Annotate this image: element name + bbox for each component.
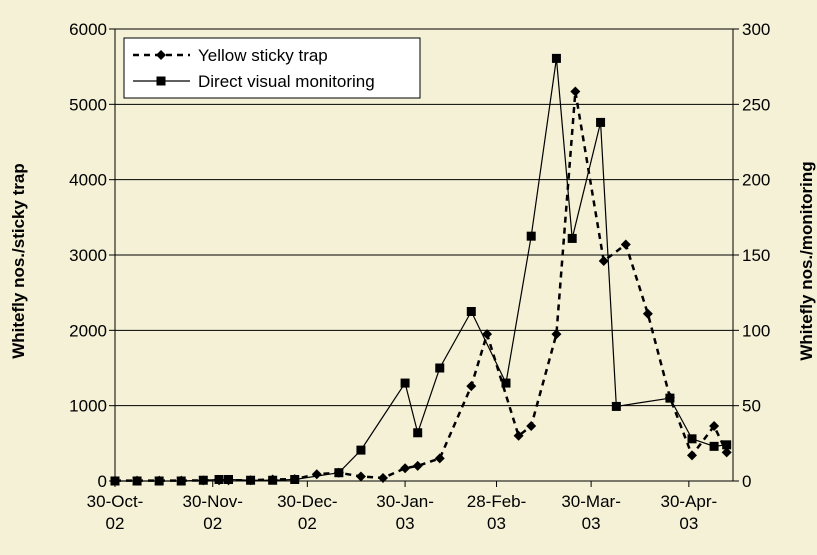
legend: Yellow sticky trap Direct visual monitori… [123, 37, 421, 99]
data-point [482, 329, 493, 340]
data-point [570, 86, 581, 97]
data-point [334, 468, 344, 478]
y-axis-title-right: Whitefly nos./monitoring [797, 161, 816, 360]
y-tick-label-left: 4000 [69, 171, 107, 190]
y-tick-label-left: 0 [98, 472, 107, 491]
series-2 [110, 53, 732, 486]
x-tick-label-line2: 03 [396, 514, 415, 533]
y-axis-title-left: Whitefly nos./sticky trap [9, 163, 28, 359]
y-tick-label-left: 1000 [69, 397, 107, 416]
x-tick-label-line1: 30-Mar- [561, 492, 621, 511]
data-point [598, 256, 609, 267]
data-point [400, 378, 410, 388]
x-tick-label: 28-Feb- 03 [467, 492, 527, 533]
data-point [722, 440, 732, 450]
y-tick-label-right: 200 [742, 171, 770, 190]
data-point [434, 453, 445, 464]
legend-box [123, 37, 421, 99]
x-tick-label-line1: 30-Dec- [277, 492, 337, 511]
data-point [709, 421, 720, 432]
x-tick-label-line1: 30-Oct- [87, 492, 144, 511]
legend-label: Yellow sticky trap [198, 46, 328, 65]
data-point [356, 445, 366, 455]
data-point [526, 421, 537, 432]
data-point [567, 233, 577, 243]
data-point [198, 475, 208, 485]
data-point [214, 474, 224, 484]
data-point [355, 471, 366, 482]
data-point [413, 428, 423, 438]
y-tick-label-right: 150 [742, 246, 770, 265]
data-point [687, 434, 697, 444]
data-point [642, 308, 653, 319]
data-point [620, 239, 631, 250]
data-point [154, 476, 164, 486]
y-tick-label-right: 250 [742, 95, 770, 114]
y-tick-label-right: 0 [742, 472, 751, 491]
x-tick-label: 30-Oct- 02 [87, 492, 144, 533]
data-point [311, 469, 322, 480]
y-tick-label-left: 6000 [69, 20, 107, 39]
y-tick-label-right: 100 [742, 321, 770, 340]
y-tick-label-left: 3000 [69, 246, 107, 265]
data-point [513, 430, 524, 441]
data-point [466, 307, 476, 316]
data-point [501, 378, 511, 388]
data-point [435, 363, 445, 373]
data-point [526, 231, 536, 241]
y-tick-label-right: 50 [742, 397, 761, 416]
data-point [400, 463, 411, 474]
legend-item: Direct visual monitoring [133, 72, 375, 91]
x-tick-label-line1: 30-Jan- [376, 492, 434, 511]
x-tick-label-line2: 02 [203, 514, 222, 533]
data-point [665, 393, 675, 403]
data-point [132, 476, 142, 486]
data-point [224, 474, 234, 484]
legend-items: Yellow sticky trap Direct visual monitori… [133, 46, 375, 91]
data-point [709, 441, 719, 451]
data-point [611, 401, 621, 411]
x-tick-label-line1: 28-Feb- [467, 492, 527, 511]
data-point [268, 475, 278, 485]
axis-ticks: 0 1000 2000 3000 4000 5000 6000 0 50 100 150 200 250… [69, 20, 770, 533]
x-tick-label: 30-Apr- 03 [661, 492, 718, 533]
data-point [110, 476, 120, 486]
y-tick-label-left: 5000 [69, 95, 107, 114]
y-tick-label-left: 2000 [69, 321, 107, 340]
legend-marker [156, 50, 166, 60]
y-tick-label-right: 300 [742, 20, 770, 39]
x-tick-label-line2: 02 [298, 514, 317, 533]
x-tick-label-line2: 03 [582, 514, 601, 533]
data-point [596, 117, 606, 127]
series [110, 53, 732, 486]
x-tick-label: 30-Dec- 02 [277, 492, 337, 533]
x-tick-label-line1: 30-Nov- [183, 492, 243, 511]
data-point [721, 447, 732, 458]
legend-marker [156, 76, 166, 86]
x-tick-label: 30-Jan- 03 [376, 492, 434, 533]
data-point [551, 329, 562, 340]
x-tick-label-line2: 03 [679, 514, 698, 533]
data-point [176, 476, 186, 486]
data-point [466, 381, 477, 392]
legend-label: Direct visual monitoring [198, 72, 375, 91]
x-tick-label: 30-Mar- 03 [561, 492, 621, 533]
data-point [412, 460, 423, 471]
x-tick-label-line2: 03 [487, 514, 506, 533]
data-point [378, 472, 389, 483]
data-point [551, 53, 561, 63]
series-1 [110, 86, 732, 486]
x-tick-label-line1: 30-Apr- [661, 492, 718, 511]
gridlines [115, 103, 733, 407]
x-tick-label-line2: 02 [106, 514, 125, 533]
x-tick-label: 30-Nov- 02 [183, 492, 243, 533]
data-point [246, 475, 256, 485]
data-point [290, 474, 300, 484]
data-point [687, 450, 698, 461]
legend-item: Yellow sticky trap [133, 46, 328, 65]
